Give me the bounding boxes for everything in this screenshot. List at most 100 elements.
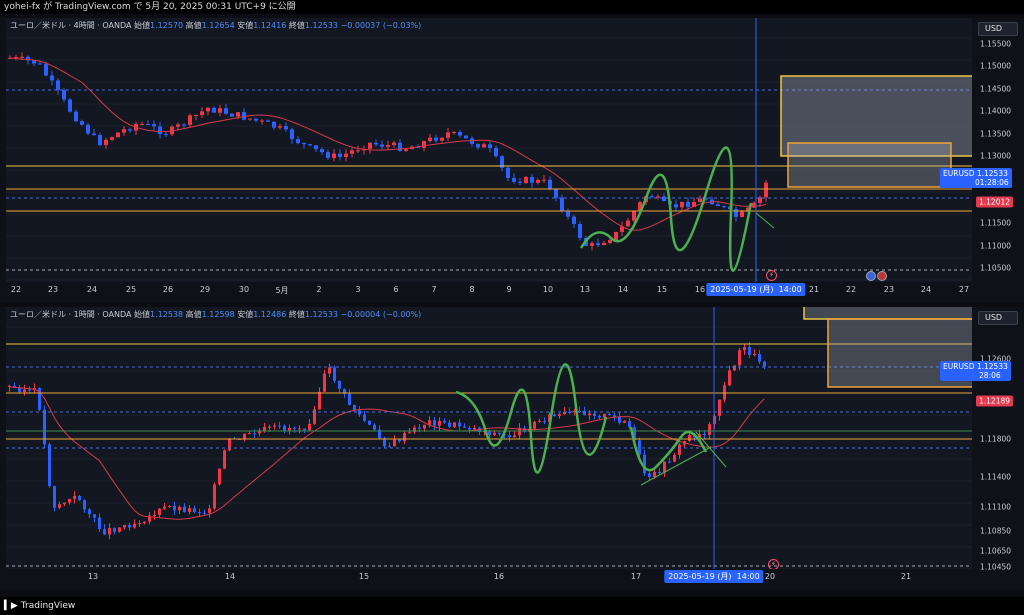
candle-body [554,188,558,198]
candle-body [108,528,111,535]
candle-body [573,410,576,413]
candle-body [350,150,354,154]
chart-plot-area-4h[interactable]: ユーロ／米ドル · 4時間 · OANDA 始値1.12570 高値1.1265… [6,18,972,282]
candle-body [122,129,126,133]
candle-body [433,420,436,426]
price-tick-label: 1.10450 [980,562,1012,572]
chart-pane-4h[interactable]: ユーロ／米ドル · 4時間 · OANDA 始値1.12570 高値1.1265… [0,18,1024,302]
candle-body [272,121,276,128]
candle-body [298,428,301,430]
candle-body [158,126,162,135]
high-value: 1.12654 [201,21,235,30]
candle-body [626,220,630,227]
harmonic-wave-line [579,146,753,272]
symbol-title[interactable]: ユーロ／米ドル · 4時間 · OANDA [10,21,132,30]
change-value: −0.00037 (−0.03%) [340,21,422,30]
candlestick-chart-4h[interactable] [6,18,972,282]
price-tick-label: 1.11100 [980,502,1012,512]
chart-plot-area-1h[interactable]: ユーロ／米ドル · 1時間 · OANDA 始値1.12538 高値1.1259… [6,307,972,569]
candle-body [48,444,51,487]
lightning-event-icon[interactable]: ⚡ [768,559,779,569]
candle-body [138,523,141,525]
candle-body [482,144,486,148]
time-axis-4h[interactable]: 22 23 24 25 26 29 30 5月 2 3 6 7 8 9 10 13 14 15 16 21 22 23 24… [6,282,972,298]
candle-body [86,124,90,134]
time-axis-1h[interactable]: 13 14 15 16 17 20 21 2025-05-19 (月) 14:00 [6,569,972,585]
candle-body [213,484,216,509]
candle-body [558,414,561,416]
candle-body [32,60,36,64]
candle-body [738,350,741,366]
candle-body [296,139,300,144]
candle-body [38,63,42,65]
candle-body [553,414,556,416]
candle-body [93,514,96,518]
candle-body [618,417,621,423]
candle-body [716,204,720,207]
economic-event-flag-icon[interactable] [877,271,887,281]
candle-body [98,134,102,146]
candle-body [758,197,762,203]
candle-body [18,387,21,393]
candle-body [723,385,726,400]
candle-body [123,525,126,528]
change-value: −0.00004 (−0.00%) [340,310,422,319]
candle-body [56,80,60,90]
candle-body [63,502,66,505]
candle-body [318,391,321,410]
symbol-title[interactable]: ユーロ／米ドル · 1時間 · OANDA [10,310,132,319]
lightning-event-icon[interactable]: ⚡ [766,270,777,281]
candle-body [653,471,656,477]
candle-body [703,434,706,436]
currency-button[interactable]: USD [978,311,1018,325]
candlestick-chart-1h[interactable] [6,307,972,569]
candle-body [748,347,751,355]
date-tick-label: 15 [358,572,370,581]
candle-body [158,508,161,515]
candle-body [43,409,46,445]
candle-body [14,57,18,59]
projection-line [755,212,775,229]
candle-body [320,149,324,153]
candle-body [623,421,626,423]
candle-body [13,385,16,388]
price-tick-label: 1.15000 [980,61,1012,71]
candle-body [728,370,731,386]
candle-body [203,512,206,514]
candle-body [668,461,671,463]
candle-body [764,182,768,198]
candle-body [422,141,426,148]
date-tick-label: 27 [958,285,970,294]
price-tick-label: 1.10650 [980,546,1012,556]
date-tick-label: 23 [883,285,895,294]
candle-body [266,120,270,122]
candle-body [423,424,426,429]
candle-body [536,179,540,183]
candle-body [508,435,511,438]
candle-body [248,118,252,120]
chart-pane-1h[interactable]: ユーロ／米ドル · 1時間 · OANDA 始値1.12538 高値1.1259… [0,307,1024,589]
price-tick-label: 1.14000 [980,106,1012,116]
candle-body [218,108,222,113]
candle-body [458,131,462,136]
candle-body [344,153,348,157]
open-value: 1.12570 [150,21,184,30]
candle-body [38,388,41,410]
candle-body [68,99,72,112]
economic-event-flag-icon[interactable] [866,271,876,281]
candle-body [363,414,366,421]
candle-body [498,432,501,435]
candle-body [698,198,702,203]
crosshair-date-label: 2025-05-19 (月) 14:00 [706,283,806,296]
candle-body [148,515,151,522]
price-axis-4h[interactable]: USD 1.15500 1.15000 1.14500 1.14000 1.13500 1… [940,18,1024,282]
price-axis-1h[interactable]: USD 1.12600 1.11800 1.11400 1.11100 1.10850 1… [940,307,1024,572]
candle-body [288,427,291,431]
candle-body [103,529,106,535]
candle-body [243,433,246,439]
candle-body [133,523,136,528]
candle-body [163,506,166,509]
date-tick-label: 16 [493,572,505,581]
candle-body [488,144,492,149]
currency-button[interactable]: USD [978,22,1018,36]
